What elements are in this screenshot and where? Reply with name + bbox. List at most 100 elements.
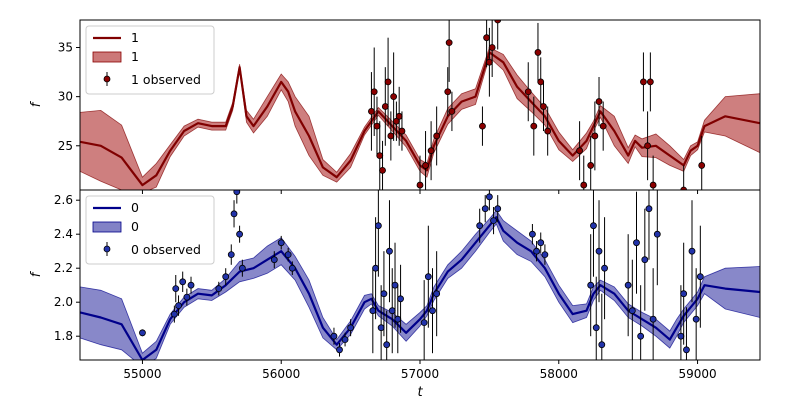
bottom-observed-marker <box>183 293 191 301</box>
top-observed-point <box>395 86 403 146</box>
bottom-observed-marker <box>529 230 536 238</box>
top-observed-point <box>445 20 453 82</box>
top-observed-marker <box>398 127 406 135</box>
bottom-observed-marker <box>341 336 349 344</box>
top-legend-line-label: 1 <box>131 30 139 45</box>
bottom-observed-marker <box>677 332 685 340</box>
bottom-observed-point <box>270 251 278 269</box>
top-observed-point <box>680 165 688 190</box>
top-observed-point <box>390 52 398 141</box>
top-observed-marker <box>422 162 429 169</box>
top-observed-point <box>640 52 647 112</box>
bottom-observed-marker <box>230 210 238 218</box>
top-observed-marker <box>387 132 395 140</box>
bottom-observed-point <box>179 271 187 292</box>
top-observed-marker <box>390 93 398 101</box>
bottom-observed-point <box>628 259 636 360</box>
bottom-observed-point <box>238 259 246 277</box>
top-observed-marker <box>479 122 486 130</box>
bottom-observed-point <box>592 276 600 360</box>
bottom-observed-point <box>420 280 428 360</box>
top-observed-point <box>540 81 547 132</box>
bottom-observed-marker <box>624 281 632 289</box>
bottom-observed-marker <box>377 324 385 332</box>
top-legend-band-swatch <box>92 51 122 63</box>
bottom-observed-marker <box>476 222 484 230</box>
x-tick-label: 59000 <box>678 367 716 381</box>
top-observed-point <box>444 67 452 117</box>
top-legend-points-label: 1 observed <box>131 72 201 87</box>
top-observed-marker <box>640 78 647 86</box>
bottom-observed-point <box>481 195 489 223</box>
bottom-observed-point <box>490 207 497 235</box>
bottom-observed-series <box>139 190 704 360</box>
bottom-observed-point <box>383 310 391 360</box>
top-observed-point <box>580 155 588 190</box>
top-observed-marker <box>433 132 441 140</box>
top-observed-marker <box>494 20 502 24</box>
top-observed-marker <box>587 162 595 169</box>
bottom-observed-marker <box>533 247 540 255</box>
bottom-observed-marker <box>485 193 493 201</box>
top-observed-point <box>479 106 486 146</box>
top-observed-marker <box>595 98 603 105</box>
bottom-observed-marker <box>236 230 243 238</box>
bottom-observed-point <box>347 319 355 337</box>
bottom-observed-point <box>187 276 195 294</box>
bottom-observed-point <box>641 208 649 311</box>
bottom-observed-marker <box>227 251 235 259</box>
bottom-legend-box <box>85 195 215 265</box>
bottom-observed-marker <box>386 247 393 255</box>
top-observed-marker <box>698 162 706 169</box>
bottom-observed-marker <box>215 285 223 293</box>
top-observed-marker <box>599 122 607 130</box>
bottom-observed-marker <box>494 205 502 213</box>
bottom-observed-point <box>424 225 432 328</box>
top-observed-marker <box>384 78 392 86</box>
bottom-observed-point <box>284 247 292 262</box>
top-observed-marker <box>376 152 384 160</box>
bottom-observed-point <box>170 305 178 323</box>
bottom-legend-line-label: 0 <box>131 200 139 215</box>
top-y-tick-label: 25 <box>58 139 73 153</box>
top-observed-point <box>422 131 429 190</box>
bottom-observed-point <box>649 268 657 360</box>
top-observed-marker <box>373 122 381 130</box>
bottom-observed-marker <box>598 341 606 349</box>
top-observed-marker <box>534 49 542 56</box>
bottom-observed-point <box>587 234 595 337</box>
x-tick-label: 58000 <box>540 367 578 381</box>
top-observed-point <box>485 27 493 97</box>
top-panel: 25 30 35 f 1 1 1 observed <box>29 19 761 191</box>
top-observed-marker <box>368 107 375 115</box>
top-observed-point <box>416 155 424 190</box>
bottom-observed-marker <box>383 341 391 349</box>
bottom-observed-point <box>653 190 661 286</box>
bottom-observed-point <box>336 343 343 357</box>
bottom-observed-marker <box>641 256 649 264</box>
top-y-axis-label: f <box>29 100 44 107</box>
bottom-legend-band-label: 0 <box>131 219 139 234</box>
top-observed-marker <box>576 147 583 155</box>
bottom-observed-marker <box>139 329 146 337</box>
bottom-y-tick-label: 2.6 <box>54 193 73 207</box>
top-legend-marker-swatch <box>103 75 111 83</box>
bottom-observed-marker <box>397 295 404 303</box>
bottom-observed-marker <box>601 264 608 272</box>
bottom-y-tick-label: 2.2 <box>54 261 73 275</box>
bottom-observed-marker <box>688 247 696 255</box>
top-observed-marker <box>540 103 547 110</box>
bottom-observed-marker <box>637 332 645 340</box>
top-observed-point <box>398 111 406 151</box>
bottom-observed-marker <box>653 230 661 238</box>
bottom-observed-point <box>633 191 640 294</box>
bottom-panel: 1.8 2.0 2.2 2.4 2.6 f 0 0 0 observed <box>29 189 761 361</box>
bottom-observed-marker <box>380 290 388 298</box>
top-observed-point <box>433 106 441 166</box>
bottom-observed-point <box>230 200 238 228</box>
bottom-observed-marker <box>170 310 178 318</box>
top-observed-point <box>649 155 657 190</box>
bottom-legend-band-swatch <box>92 221 122 233</box>
bottom-observed-point <box>215 281 223 296</box>
bottom-observed-point <box>688 200 696 303</box>
